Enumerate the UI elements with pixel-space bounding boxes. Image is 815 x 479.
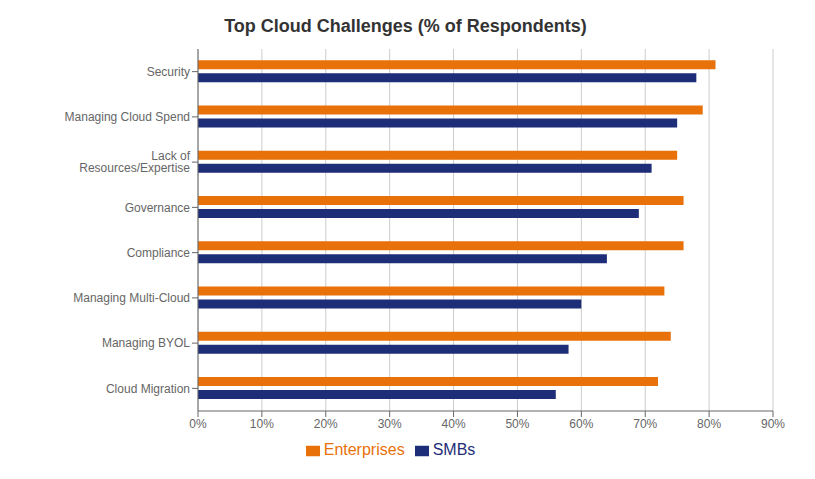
svg-text:Managing Cloud Spend: Managing Cloud Spend — [65, 110, 190, 124]
svg-text:Managing Multi-Cloud: Managing Multi-Cloud — [73, 291, 190, 305]
svg-text:40%: 40% — [442, 417, 466, 431]
html-text:Top Cloud Challenges (% of Res: Top Cloud Challenges (% of Respondents) — [224, 16, 587, 36]
svg-text:0%: 0% — [189, 417, 207, 431]
svg-text:90%: 90% — [761, 417, 785, 431]
svg-text:30%: 30% — [378, 417, 402, 431]
svg-text:70%: 70% — [633, 417, 657, 431]
svg-text:Cloud Migration: Cloud Migration — [106, 382, 190, 396]
html-text:Enterprises: Enterprises — [323, 441, 405, 458]
svg-text:Lack ofResources/Expertise: Lack ofResources/Expertise — [79, 149, 190, 175]
svg-text:10%: 10% — [250, 417, 274, 431]
svg-text:Security: Security — [147, 65, 190, 79]
svg-text:Managing BYOL: Managing BYOL — [102, 336, 190, 350]
svg-text:50%: 50% — [505, 417, 529, 431]
html-text:SMBs: SMBs — [432, 441, 476, 458]
svg-text:80%: 80% — [697, 417, 721, 431]
svg-text:Governance: Governance — [125, 201, 191, 215]
svg-text:20%: 20% — [314, 417, 338, 431]
svg-text:60%: 60% — [569, 417, 593, 431]
svg-text:Compliance: Compliance — [127, 246, 191, 260]
